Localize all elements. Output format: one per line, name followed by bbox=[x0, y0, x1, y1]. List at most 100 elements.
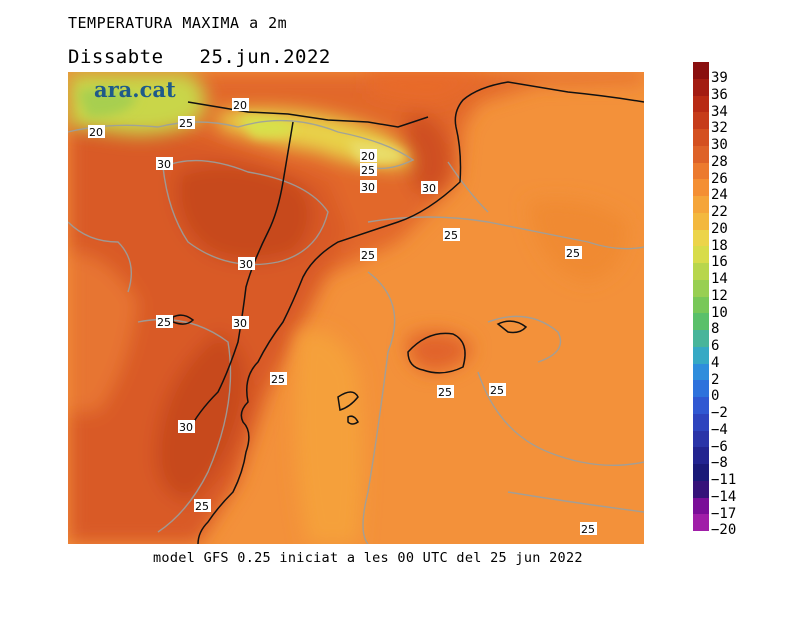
legend-swatch bbox=[693, 78, 709, 96]
contour-label: 20 bbox=[88, 125, 105, 139]
contour-label: 25 bbox=[443, 228, 460, 242]
contour-label: 25 bbox=[360, 248, 377, 262]
legend-swatch bbox=[693, 129, 709, 146]
legend-labels: 39 36 34 32 30 28 26 24 22 20 18 16 14 12 10 8 6 4 2 0 −2 −4−… bbox=[711, 62, 781, 538]
legend-swatch bbox=[693, 497, 709, 515]
legend-swatch bbox=[693, 62, 709, 79]
svg-text:30: 30 bbox=[361, 181, 375, 194]
svg-text:20: 20 bbox=[361, 150, 375, 163]
legend-label: 10 bbox=[711, 304, 728, 321]
svg-text:25: 25 bbox=[179, 117, 193, 130]
legend-swatch bbox=[693, 196, 709, 213]
contour-label: 30 bbox=[360, 180, 377, 194]
legend-label: 2 bbox=[711, 371, 720, 388]
legend-label: 6 bbox=[711, 338, 720, 354]
map-subtitle: Dissabte 25.jun.2022 bbox=[68, 46, 331, 68]
legend-swatch bbox=[693, 330, 709, 347]
svg-text:30: 30 bbox=[157, 158, 171, 171]
legend-label: 39 bbox=[711, 70, 728, 86]
svg-text:30: 30 bbox=[239, 258, 253, 271]
legend-swatch bbox=[693, 246, 709, 263]
legend-swatch bbox=[693, 480, 709, 498]
legend-swatch bbox=[693, 179, 709, 196]
legend-swatch bbox=[693, 430, 709, 448]
contour-label: 30 bbox=[238, 257, 255, 271]
legend-label: 12 bbox=[711, 287, 728, 304]
legend-label: 0 bbox=[711, 388, 720, 405]
contour-label: 20 bbox=[232, 98, 249, 112]
svg-text:25: 25 bbox=[361, 164, 375, 177]
legend-swatch bbox=[693, 313, 709, 330]
contour-label: 25 bbox=[580, 522, 597, 536]
legend-swatch bbox=[693, 112, 709, 129]
legend-colorbar bbox=[693, 62, 709, 531]
svg-text:25: 25 bbox=[195, 500, 209, 513]
contour-label: 30 bbox=[156, 157, 173, 171]
brand-logo: ara.cat bbox=[94, 77, 176, 102]
legend-label: −8 bbox=[711, 455, 728, 472]
svg-text:20: 20 bbox=[89, 126, 103, 139]
svg-text:25: 25 bbox=[361, 249, 375, 262]
contour-label: 25 bbox=[270, 372, 287, 386]
svg-text:30: 30 bbox=[233, 317, 247, 330]
isotherm-lines bbox=[68, 119, 644, 544]
contour-label: 25 bbox=[437, 385, 454, 399]
legend-swatch bbox=[693, 162, 709, 180]
day-label: Dissabte bbox=[68, 46, 164, 68]
legend-label: 22 bbox=[711, 204, 728, 220]
contour-label: 25 bbox=[178, 116, 195, 130]
svg-text:25: 25 bbox=[438, 386, 452, 399]
legend-label: 32 bbox=[711, 120, 728, 137]
legend-swatch bbox=[693, 363, 709, 381]
contour-label: 25 bbox=[156, 315, 173, 329]
legend-label: 8 bbox=[711, 321, 720, 338]
date-label: 25.jun.2022 bbox=[199, 46, 331, 68]
svg-text:25: 25 bbox=[581, 523, 595, 536]
legend-label: −17 bbox=[711, 505, 737, 522]
legend-label: 4 bbox=[711, 354, 720, 371]
legend-swatch bbox=[693, 413, 709, 431]
contour-label: 25 bbox=[360, 163, 377, 177]
contour-label: 20 bbox=[360, 149, 377, 163]
legend-swatch bbox=[693, 464, 709, 481]
legend-swatch bbox=[693, 212, 709, 230]
svg-text:20: 20 bbox=[233, 99, 247, 112]
contour-label: 30 bbox=[232, 316, 249, 330]
svg-text:25: 25 bbox=[157, 316, 171, 329]
legend-label: −20 bbox=[711, 522, 737, 539]
legend-swatch bbox=[693, 145, 709, 163]
legend-swatch bbox=[693, 447, 709, 464]
contour-label: 30 bbox=[178, 420, 195, 434]
legend-label: 28 bbox=[711, 153, 728, 170]
legend-label: 30 bbox=[711, 137, 728, 153]
legend-swatch bbox=[693, 296, 709, 314]
legend-swatch bbox=[693, 514, 709, 531]
legend-swatch bbox=[693, 397, 709, 414]
legend-label: −14 bbox=[711, 488, 737, 505]
legend-label: 18 bbox=[711, 237, 728, 254]
legend-label: 14 bbox=[711, 271, 728, 287]
legend-label: 34 bbox=[711, 103, 728, 120]
legend-label: 24 bbox=[711, 187, 728, 204]
legend-label: −6 bbox=[711, 438, 728, 455]
legend-swatch bbox=[693, 279, 709, 297]
svg-text:25: 25 bbox=[490, 384, 504, 397]
legend-swatch bbox=[693, 263, 709, 280]
legend-label: 16 bbox=[711, 254, 728, 271]
legend-swatch bbox=[693, 229, 709, 247]
contour-label: 30 bbox=[421, 181, 438, 195]
model-footer: model GFS 0.25 iniciat a les 00 UTC del … bbox=[153, 550, 583, 566]
svg-text:30: 30 bbox=[179, 421, 193, 434]
svg-text:25: 25 bbox=[444, 229, 458, 242]
legend-label: 20 bbox=[711, 220, 728, 237]
contour-label: 25 bbox=[194, 499, 211, 513]
svg-text:25: 25 bbox=[271, 373, 285, 386]
legend-label: −4 bbox=[711, 421, 728, 438]
legend-label: −11 bbox=[711, 472, 737, 488]
legend-label: 26 bbox=[711, 170, 728, 187]
legend-swatch bbox=[693, 95, 709, 113]
svg-text:30: 30 bbox=[422, 182, 436, 195]
svg-text:25: 25 bbox=[566, 247, 580, 260]
